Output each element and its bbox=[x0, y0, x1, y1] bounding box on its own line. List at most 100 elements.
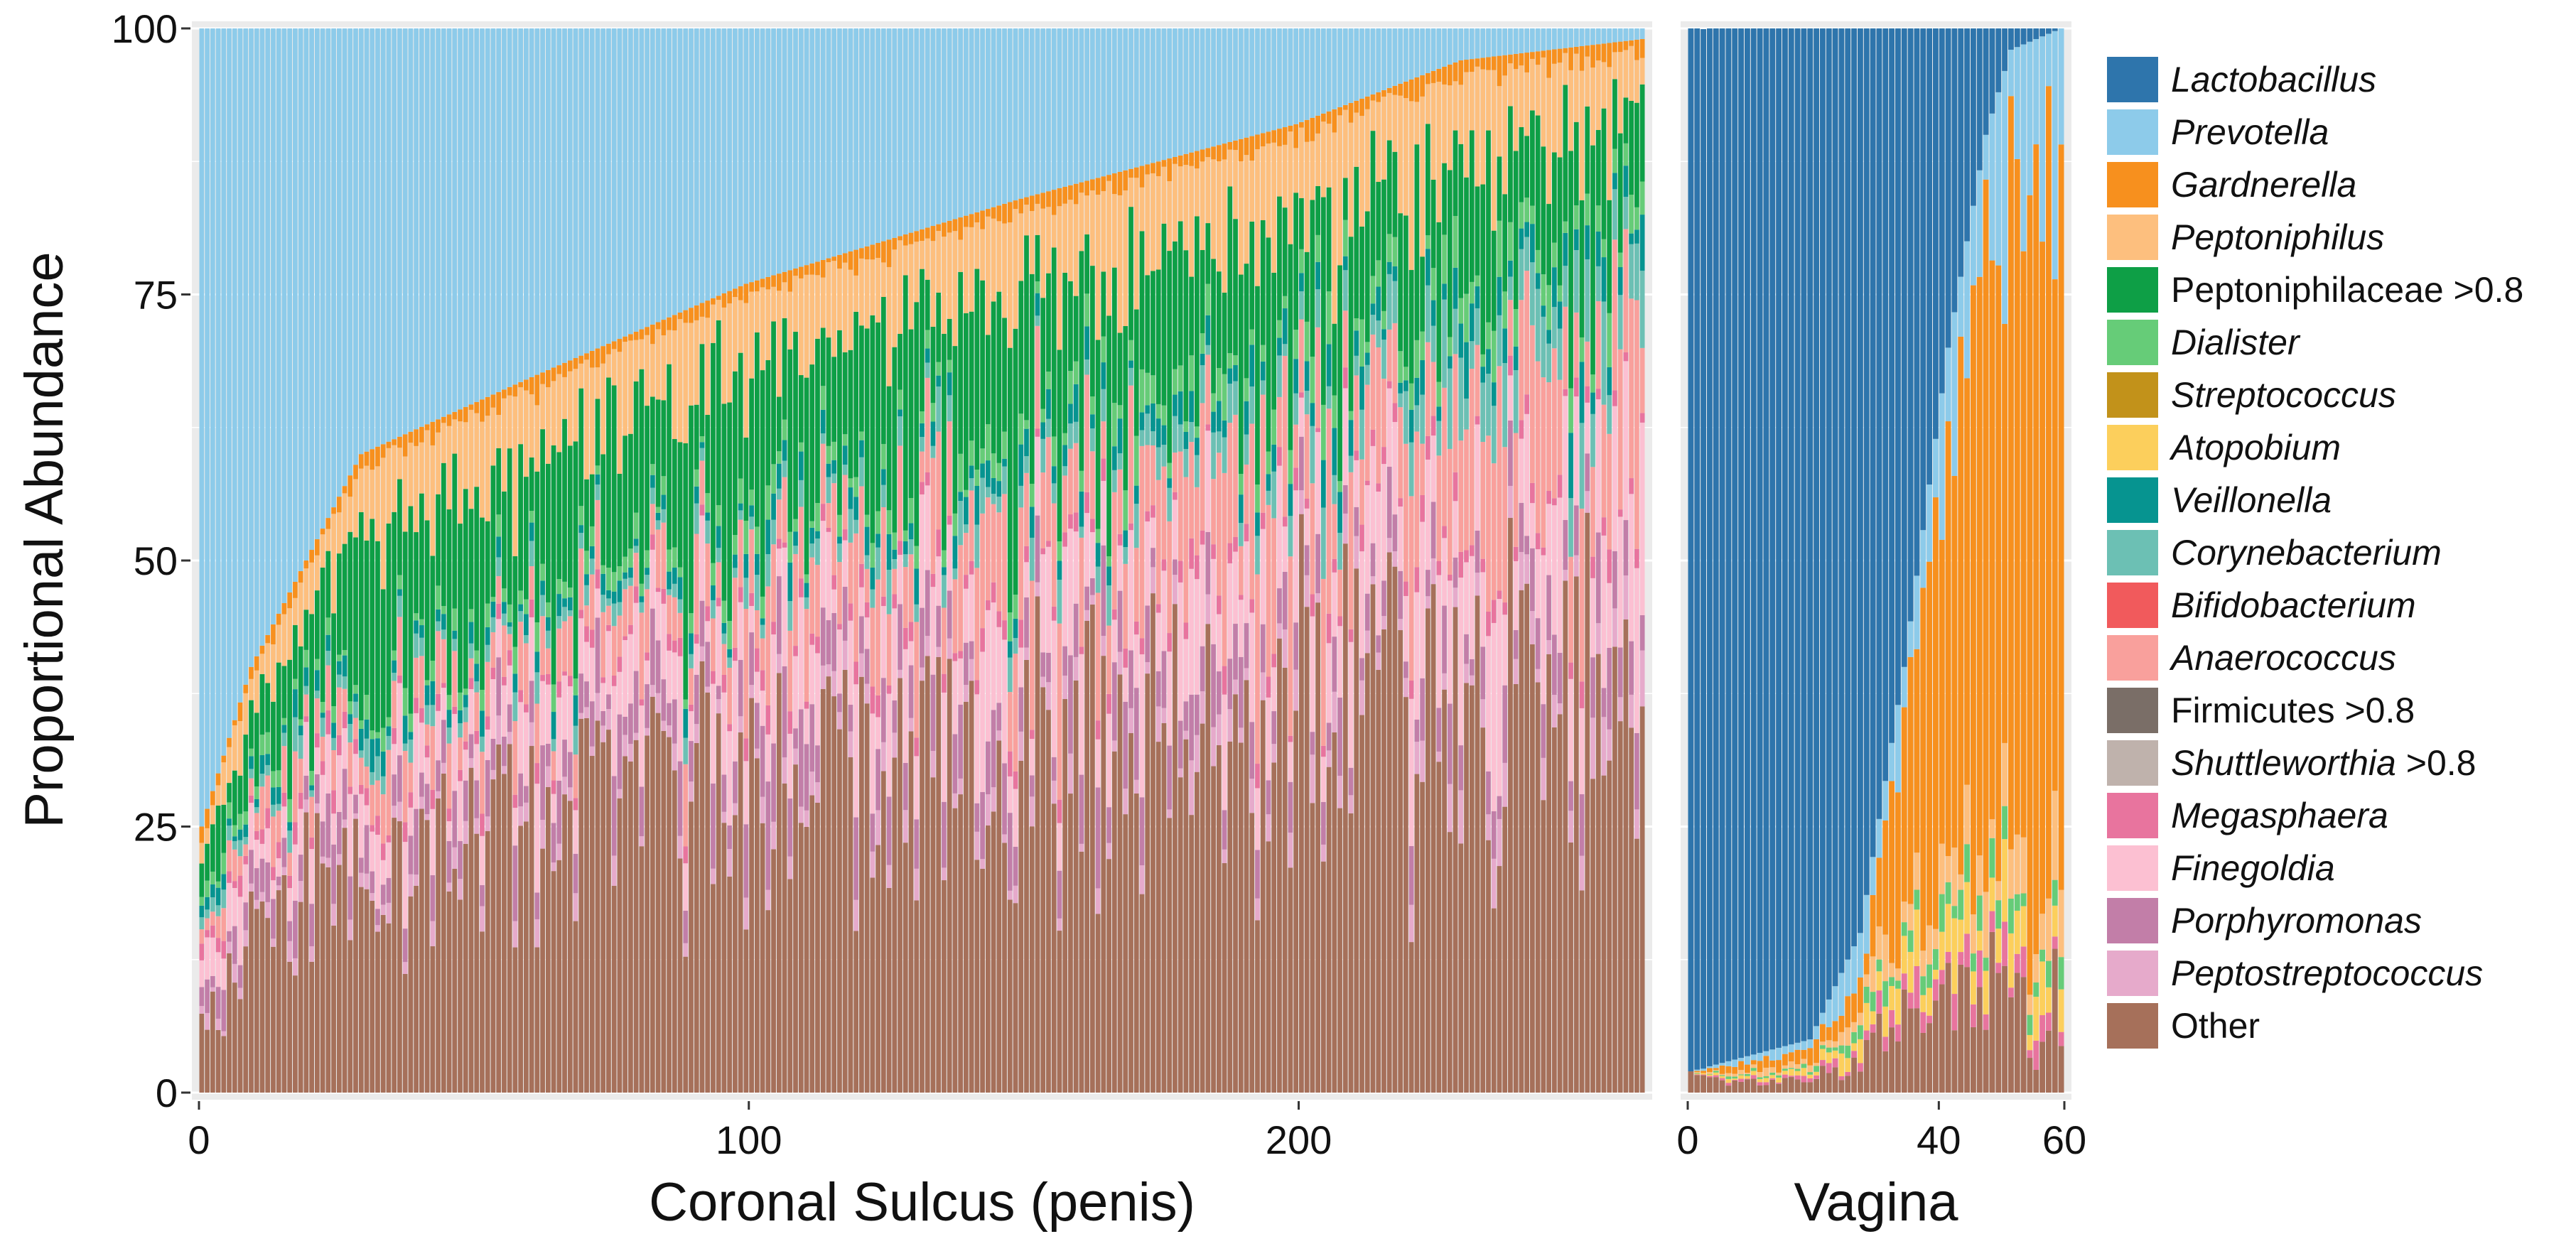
bar-sample bbox=[898, 28, 902, 1093]
bar-segment-porphyromonas bbox=[221, 990, 227, 1032]
bar-segment-megasphaera bbox=[1332, 558, 1337, 573]
legend-item: Atopobium bbox=[2107, 425, 2341, 470]
bar-segment-corynebacterium bbox=[831, 473, 837, 484]
bar-segment-peptostreptococcus bbox=[1573, 555, 1579, 577]
bar-segment-anaerococcus bbox=[1155, 480, 1161, 605]
bar-segment-dialister bbox=[496, 514, 502, 537]
bar-segment-other bbox=[1480, 727, 1486, 1093]
bar-segment-other bbox=[298, 902, 303, 1093]
bar-sample bbox=[798, 28, 804, 1093]
bar-segment-prevotella bbox=[1145, 28, 1150, 165]
bar-sample bbox=[628, 28, 633, 1093]
bar-segment-gardnerella bbox=[1211, 146, 1216, 160]
bar-segment-dialister bbox=[880, 443, 886, 470]
bar-segment-peptostreptococcus bbox=[232, 963, 237, 983]
bar-segment-gardnerella bbox=[1095, 178, 1101, 195]
bar-segment-dialister bbox=[837, 514, 842, 537]
bar-segment-gardnerella bbox=[1530, 52, 1535, 59]
bar-segment-veillonella bbox=[600, 573, 606, 595]
bar-segment-peptoniphilus bbox=[1914, 852, 1920, 890]
bar-segment-megasphaera bbox=[842, 529, 848, 541]
bar-segment-megasphaera bbox=[2002, 921, 2008, 966]
bar-segment-corynebacterium bbox=[1453, 308, 1458, 354]
bar-segment-dialister bbox=[820, 386, 826, 410]
bar-segment-anaerococcus bbox=[1320, 578, 1326, 746]
bar-segment-other bbox=[942, 880, 947, 1093]
bar-segment-peptoniphilaceae bbox=[1354, 166, 1359, 318]
bar-segment-gardnerella bbox=[1464, 60, 1469, 72]
bar-segment-corynebacterium bbox=[1447, 368, 1453, 449]
bar-segment-prevotella bbox=[2008, 49, 2014, 97]
bar-segment-other bbox=[254, 909, 259, 1093]
bar-sample bbox=[215, 28, 221, 1093]
bar-segment-peptoniphilus bbox=[1299, 127, 1304, 198]
bar-segment-peptoniphilaceae bbox=[1326, 187, 1332, 292]
bar-segment-porphyromonas bbox=[1568, 781, 1573, 811]
bar-segment-megasphaera bbox=[1326, 613, 1332, 644]
bar-segment-gardnerella bbox=[1814, 1039, 1819, 1063]
bar-segment-peptoniphilus bbox=[898, 240, 902, 334]
bar-segment-lactobacillus bbox=[1807, 28, 1814, 1040]
panel-coronal-sulcus: 0 100 200 Coronal Sulcus (penis) bbox=[188, 21, 1652, 1233]
bar-segment-megasphaera bbox=[1057, 799, 1062, 823]
bar-segment-peptostreptococcus bbox=[1453, 588, 1458, 607]
bar-segment-anaerococcus bbox=[1601, 404, 1607, 518]
bar-segment-anaerococcus bbox=[1524, 271, 1530, 395]
bar-segment-megasphaera bbox=[524, 704, 529, 713]
bar-segment-dialister bbox=[1557, 285, 1563, 302]
bar-segment-veillonella bbox=[1524, 222, 1530, 237]
bar-segment-finegoldia bbox=[793, 656, 798, 729]
bar-segment-anaerococcus bbox=[853, 533, 859, 662]
bar-segment-peptoniphilaceae bbox=[1128, 207, 1133, 340]
bar-segment-anaerococcus bbox=[358, 757, 364, 785]
bar-segment-atopobium bbox=[2058, 989, 2064, 1032]
bar-segment-peptostreptococcus bbox=[771, 821, 776, 850]
bar-segment-porphyromonas bbox=[853, 817, 859, 900]
bar-segment-peptoniphilus bbox=[1464, 72, 1469, 178]
bar-segment-prevotella bbox=[325, 28, 331, 519]
bar-segment-peptostreptococcus bbox=[721, 811, 727, 823]
bar-segment-lactobacillus bbox=[1725, 28, 1732, 1061]
bar-segment-prevotella bbox=[1863, 894, 1870, 954]
bar-segment-dialister bbox=[1763, 1076, 1769, 1078]
bar-segment-anaerococcus bbox=[1447, 448, 1453, 575]
bar-segment-dialister bbox=[1271, 409, 1277, 445]
bar-segment-peptoniphilaceae bbox=[1133, 309, 1139, 436]
bar-segment-other bbox=[1876, 1013, 1882, 1093]
bar-segment-dialister bbox=[227, 802, 232, 819]
bar-segment-peptoniphilaceae bbox=[336, 553, 342, 655]
bar-segment-peptostreptococcus bbox=[1167, 809, 1173, 818]
bar-segment-corynebacterium bbox=[397, 595, 402, 617]
bar-segment-finegoldia bbox=[1024, 562, 1029, 597]
bar-sample bbox=[952, 28, 958, 1093]
bar-segment-corynebacterium bbox=[441, 629, 446, 639]
bar-sample bbox=[1607, 28, 1612, 1093]
bar-segment-peptoniphilaceae bbox=[716, 320, 721, 506]
bar-segment-anaerococcus bbox=[787, 630, 793, 712]
bar-segment-gardnerella bbox=[436, 419, 441, 433]
bar-segment-finegoldia bbox=[1062, 546, 1068, 646]
bar-segment-corynebacterium bbox=[1337, 532, 1342, 570]
bar-segment-lactobacillus bbox=[1719, 28, 1725, 1063]
bar-segment-finegoldia bbox=[1398, 506, 1403, 571]
bar-segment-prevotella bbox=[1590, 28, 1595, 45]
bar-segment-peptoniphilus bbox=[2046, 898, 2052, 961]
bar-segment-corynebacterium bbox=[1315, 289, 1320, 327]
bar-segment-finegoldia bbox=[964, 588, 969, 643]
bar-sample bbox=[1776, 28, 1782, 1093]
bar-segment-finegoldia bbox=[1310, 616, 1315, 732]
bar-segment-dialister bbox=[870, 543, 875, 568]
bar-segment-finegoldia bbox=[298, 808, 303, 855]
bar-segment-gardnerella bbox=[1895, 792, 1901, 969]
bar-segment-prevotella bbox=[908, 28, 914, 233]
bar-sample bbox=[902, 28, 908, 1093]
bar-segment-dialister bbox=[633, 512, 639, 539]
bar-segment-gardnerella bbox=[1858, 977, 1863, 1013]
bar-segment-anaerococcus bbox=[1475, 345, 1480, 416]
bar-segment-veillonella bbox=[1299, 273, 1304, 292]
bar-sample bbox=[468, 28, 474, 1093]
bar-segment-prevotella bbox=[480, 28, 485, 400]
bar-segment-corynebacterium bbox=[1475, 308, 1480, 345]
bar-segment-anaerococcus bbox=[1227, 423, 1233, 543]
bar-sample bbox=[699, 28, 705, 1093]
